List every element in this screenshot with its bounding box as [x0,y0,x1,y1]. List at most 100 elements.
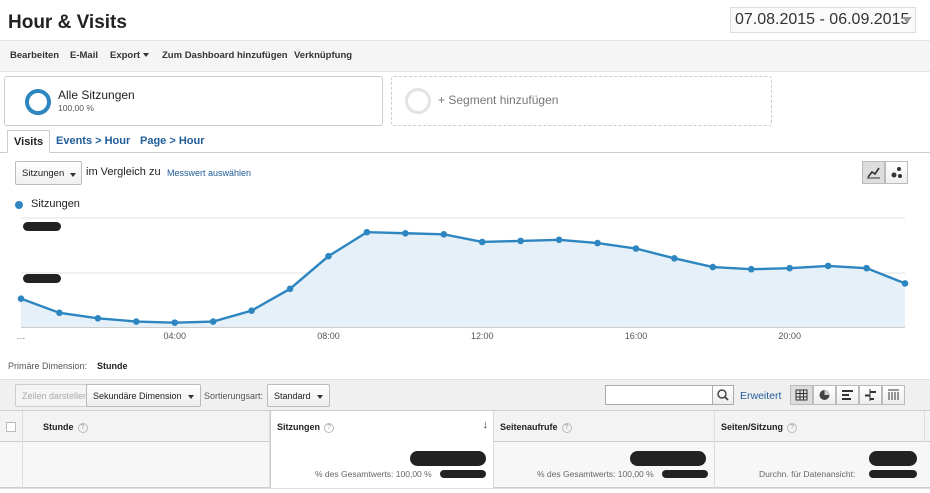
redacted-y-tick [23,222,61,231]
legend-marker [15,201,23,209]
motion-chart-button[interactable] [885,161,908,184]
column-header-pageviews[interactable]: Seitenaufrufe? [494,411,715,443]
data-point [555,236,563,244]
secondary-dimension-select[interactable]: Sekundäre Dimension [86,384,201,407]
table-row [0,488,930,493]
bubble-chart-icon [891,167,902,178]
tab-visits[interactable]: Visits [7,130,51,153]
page-title: Hour & Visits [8,12,127,33]
view-pie-button[interactable] [813,385,836,405]
select-all-cell [0,411,23,443]
table-search-input[interactable] [605,385,713,405]
view-pivot-button[interactable] [882,385,905,405]
tab-page-hour[interactable]: Page > Hour [140,135,205,147]
report-toolbar: Bearbeiten E-Mail Export Zum Dashboard h… [0,40,930,72]
view-table-button[interactable] [790,385,813,405]
select-metric-link[interactable]: Messwert auswählen [167,168,252,178]
date-separator: - [815,11,830,28]
metric-select-value: Sitzungen [22,168,65,179]
plot-rows-button[interactable]: Zeilen darstellen [15,384,96,407]
export-button[interactable]: Export [110,50,150,61]
x-tick-label: 16:00 [625,331,648,341]
report-tabs: Visits Events > Hour Page > Hour [0,130,930,153]
add-segment-label: + Segment hinzufügen [438,93,559,107]
secondary-dimension-label: Sekundäre Dimension [93,391,182,401]
data-point [478,238,486,246]
segment-percent: 100,00 % [58,103,94,113]
totals-pps-sub: Durchn. für Datenansicht: [759,469,856,479]
help-icon[interactable]: ? [324,422,334,433]
data-point [786,264,793,272]
data-point [863,264,870,272]
totals-pps-cell: Durchn. für Datenansicht: [715,442,925,488]
comparison-icon [865,389,876,401]
data-point [440,231,448,238]
totals-sessions-cell: % des Gesamtwerts: 100,00 % [270,442,494,488]
export-label: Export [110,50,141,61]
help-icon[interactable]: ? [787,422,798,433]
column-header-pages-per-session[interactable]: Seiten/Sitzung? [715,411,925,443]
primary-dimension-label: Primäre Dimension: [8,361,88,371]
data-point [17,295,25,302]
data-point [709,263,717,271]
column-header-sessions[interactable]: Sitzungen? ↓ [270,411,494,443]
select-all-checkbox[interactable] [6,422,16,432]
column-label: Stunde [43,422,74,432]
view-performance-button[interactable] [836,385,859,405]
compare-label: im Vergleich zu [86,166,161,178]
segment-all-sessions[interactable]: Alle Sitzungen 100,00 % [4,76,383,126]
search-icon [717,389,729,401]
data-point [824,262,832,270]
date-end: 06.09.2015 [829,11,910,28]
view-comparison-button[interactable] [859,385,882,405]
table-totals-row: % des Gesamtwerts: 100,00 % % des Gesamt… [0,442,930,488]
data-point [402,229,409,237]
sort-type-value: Standard [274,391,311,401]
bar-chart-icon [842,390,853,400]
caret-down-icon [143,53,150,58]
primary-dimension: Primäre Dimension: Stunde [8,361,128,371]
table-grid-icon [795,389,808,401]
segment-empty-ring-icon [405,88,431,114]
help-icon[interactable]: ? [561,422,572,433]
redacted-value [410,451,486,466]
x-tick-label: … [17,331,26,341]
sort-descending-icon: ↓ [482,419,489,431]
metric-select[interactable]: Sitzungen [15,161,82,185]
data-point [133,318,140,325]
shortcut-button[interactable]: Verknüpfung [294,50,353,61]
email-button[interactable]: E-Mail [70,50,98,61]
advanced-filter-link[interactable]: Erweitert [740,390,782,402]
data-point [363,228,371,236]
redacted-value [869,451,917,466]
x-tick-label: 12:00 [471,331,494,341]
caret-down-icon [316,394,323,399]
search-button[interactable] [712,385,734,405]
data-point [209,318,217,325]
pivot-icon [888,389,899,400]
edit-button[interactable]: Bearbeiten [10,50,60,61]
line-chart-button[interactable] [862,161,885,184]
data-point [594,239,601,247]
primary-dimension-value[interactable]: Stunde [97,361,128,371]
x-tick-label: 04:00 [163,331,186,341]
sort-label: Sortierungsart: [204,391,264,401]
data-point [286,285,294,293]
sort-type-select[interactable]: Standard [267,384,330,407]
segment-name: Alle Sitzungen [58,88,135,102]
caret-down-icon [70,173,76,177]
x-tick-label: 20:00 [778,331,801,341]
add-to-dashboard-button[interactable]: Zum Dashboard hinzufügen [162,50,288,61]
data-point [632,245,640,252]
redacted-value [869,470,917,478]
column-header-hour[interactable]: Stunde? [23,411,270,443]
add-segment-button[interactable]: + Segment hinzufügen [391,76,772,126]
legend-label: Sitzungen [31,198,80,210]
tab-events-hour[interactable]: Events > Hour [56,135,131,147]
data-point [747,265,755,273]
date-range-picker[interactable]: 07.08.2015 - 06.09.2015 [730,7,916,33]
table-controls: Zeilen darstellen Sekundäre Dimension So… [0,379,930,410]
totals-label-cell [23,442,270,488]
column-label: Sitzungen [277,422,320,432]
help-icon[interactable]: ? [77,422,88,433]
